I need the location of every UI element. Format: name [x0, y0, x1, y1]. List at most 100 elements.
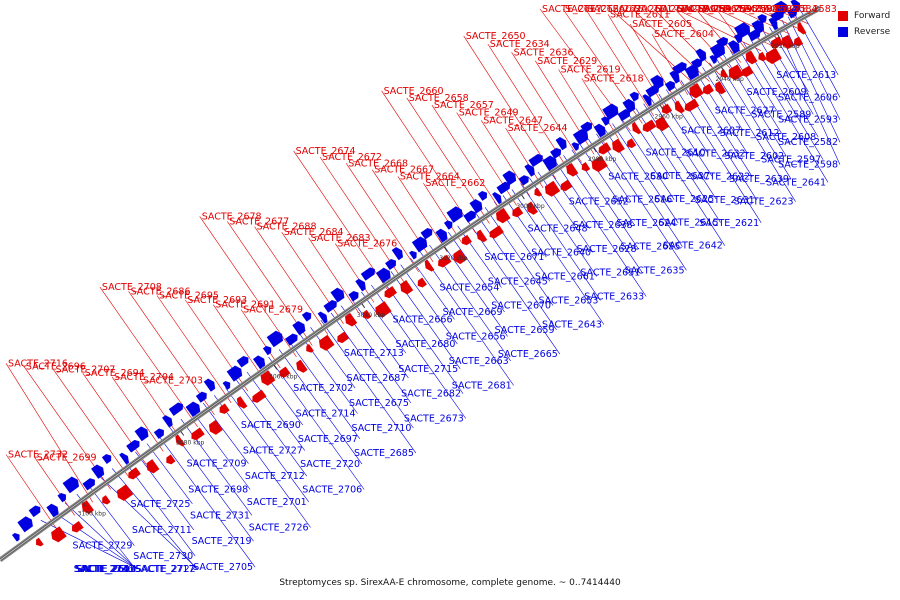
- reverse-gene-label: SACTE_2640: [531, 248, 591, 259]
- reverse-gene-label: SACTE_2627: [715, 105, 775, 116]
- reverse-gene-label: SACTE_2669: [443, 307, 503, 318]
- forward-label-leader: [308, 237, 360, 314]
- reverse-gene-label: SACTE_2589: [751, 109, 811, 120]
- forward-gene-label: SACTE_2707: [56, 365, 116, 376]
- forward-gene-arrow: [512, 206, 524, 218]
- forward-label-leader: [5, 454, 57, 529]
- reverse-gene-arrow: [119, 452, 130, 465]
- reverse-gene-label: SACTE_2659: [495, 325, 555, 336]
- reverse-gene-arrow: [727, 40, 740, 54]
- reverse-label-leader: [410, 257, 455, 320]
- reverse-gene-label: SACTE_2642: [663, 241, 723, 252]
- reverse-label-leader: [64, 502, 137, 570]
- forward-gene-label: SACTE_2604: [654, 29, 714, 40]
- reverse-gene-label: SACTE_2736: [74, 564, 134, 575]
- forward-gene-arrow: [566, 162, 579, 177]
- reverse-label-leader: [563, 155, 643, 273]
- reverse-gene-label: SACTE_2730: [133, 551, 193, 562]
- reverse-label-leader: [799, 9, 839, 76]
- forward-gene-label: SACTE_2620: [588, 4, 648, 15]
- reverse-gene-label: SACTE_2632: [686, 149, 746, 160]
- reverse-label-leader: [588, 138, 631, 202]
- reverse-gene-label: SACTE_2673: [404, 414, 464, 425]
- forward-gene-label: SACTE_2584: [758, 4, 818, 15]
- forward-label-leader: [5, 363, 94, 503]
- reverse-swatch: [838, 27, 848, 37]
- reverse-gene-arrow: [82, 478, 95, 491]
- reverse-label-leader: [100, 476, 198, 570]
- reverse-gene-label: SACTE_2697: [298, 434, 358, 445]
- scale-tick-label: 2940 kbp: [716, 76, 744, 83]
- forward-gene-arrow: [741, 65, 754, 78]
- reverse-gene-label: SACTE_2648: [528, 224, 588, 235]
- reverse-gene-label: SACTE_2741: [75, 564, 135, 575]
- reverse-gene-arrow: [101, 454, 112, 465]
- forward-gene-arrow: [438, 254, 452, 268]
- reverse-label-leader: [268, 356, 365, 490]
- forward-gene-label: SACTE_2596: [677, 4, 737, 15]
- reverse-gene-label: SACTE_2680: [395, 339, 455, 350]
- reverse-gene-arrow: [266, 330, 284, 348]
- reverse-gene-arrow: [323, 299, 337, 313]
- reverse-gene-label: SACTE_2710: [351, 423, 411, 434]
- reverse-label-leader: [289, 341, 361, 439]
- reverse-gene-label: SACTE_2701: [247, 497, 307, 508]
- forward-gene-arrow: [166, 454, 176, 465]
- reverse-gene-label: SACTE_2615: [659, 217, 719, 228]
- reverse-gene-arrow: [409, 250, 417, 260]
- reverse-gene-label: SACTE_2666: [393, 314, 453, 325]
- reverse-gene-arrow: [496, 181, 511, 195]
- forward-label-leader: [511, 52, 582, 163]
- reverse-gene-arrow: [580, 121, 593, 134]
- reverse-gene-arrow: [46, 503, 59, 518]
- scale-tick-label: 3040 kbp: [357, 312, 385, 319]
- forward-gene-arrow: [626, 138, 637, 149]
- reverse-gene-arrow: [672, 61, 687, 75]
- forward-swatch: [838, 11, 848, 21]
- reverse-gene-label: SACTE_2631: [695, 195, 755, 206]
- forward-gene-arrow: [758, 51, 767, 62]
- forward-gene-label: SACTE_2600: [634, 4, 694, 15]
- forward-gene-label: SACTE_2668: [348, 158, 408, 169]
- forward-label-leader: [585, 8, 655, 117]
- reverse-gene-arrow: [162, 415, 173, 428]
- forward-gene-label: SACTE_2601: [613, 4, 673, 15]
- forward-gene-label: SACTE_2674: [296, 146, 356, 157]
- forward-label-leader: [140, 380, 181, 440]
- reverse-label-leader: [650, 98, 717, 200]
- reverse-gene-label: SACTE_2671: [484, 252, 544, 263]
- reverse-gene-label: SACTE_2702: [293, 383, 353, 394]
- forward-gene-arrow: [375, 301, 392, 318]
- forward-gene-arrow: [581, 162, 591, 172]
- reverse-label-leader: [135, 451, 195, 531]
- reverse-gene-arrow: [542, 155, 557, 171]
- reverse-gene-arrow: [301, 311, 312, 322]
- reverse-label-leader: [769, 27, 809, 92]
- reverse-gene-label: SACTE_2712: [245, 471, 305, 482]
- reverse-gene-label: SACTE_2729: [72, 541, 132, 552]
- reverse-gene-label: SACTE_2610: [646, 148, 706, 159]
- forward-gene-arrow: [116, 484, 134, 501]
- forward-gene-label: SACTE_2672: [322, 152, 382, 163]
- reverse-gene-label: SACTE_2598: [778, 160, 838, 171]
- forward-gene-arrow: [236, 396, 248, 409]
- scale-tick: [82, 502, 86, 507]
- reverse-gene-arrow: [376, 267, 391, 284]
- reverse-gene-label: SACTE_2727: [243, 446, 303, 457]
- reverse-gene-arrow: [642, 94, 652, 107]
- reverse-gene-label: SACTE_2614: [77, 564, 137, 575]
- forward-gene-label: SACTE_2695: [159, 291, 219, 302]
- forward-gene-arrow: [715, 81, 727, 95]
- reverse-gene-label: SACTE_2597: [761, 155, 821, 166]
- forward-gene-arrow: [745, 50, 758, 65]
- forward-gene-label: SACTE_2696: [26, 361, 86, 372]
- forward-gene-label: SACTE_2594: [718, 4, 778, 15]
- reverse-gene-label: SACTE_2725: [130, 499, 190, 510]
- scale-tick: [273, 364, 278, 370]
- forward-gene-arrow: [51, 526, 67, 543]
- reverse-label-leader: [484, 207, 554, 306]
- forward-gene-label: SACTE_2644: [508, 123, 568, 134]
- reverse-label-leader: [743, 42, 829, 183]
- legend-forward-label: Forward: [854, 11, 891, 21]
